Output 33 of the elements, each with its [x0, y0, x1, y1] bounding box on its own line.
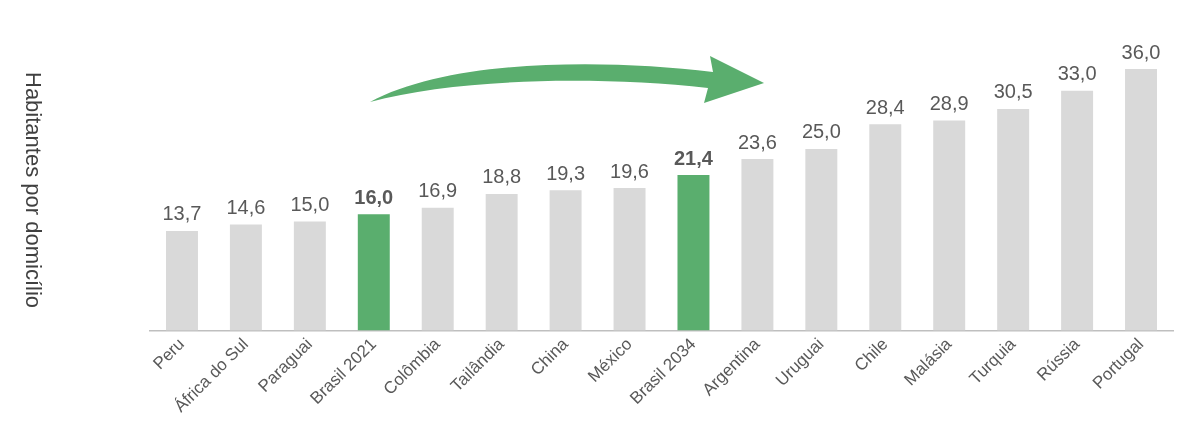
data-label: 19,6	[610, 159, 649, 182]
data-label: 16,9	[418, 179, 458, 202]
bar	[613, 188, 646, 331]
y-axis-title: Habitantes por domicílio	[20, 71, 46, 310]
data-label: 15,0	[290, 193, 330, 216]
data-label: 28,9	[929, 92, 969, 115]
bar	[229, 224, 262, 331]
bar	[293, 221, 326, 331]
bar	[421, 207, 454, 331]
bar	[485, 193, 518, 331]
data-label: 33,0	[1057, 62, 1097, 85]
bar	[165, 230, 198, 331]
bar	[805, 148, 838, 331]
data-label: 30,5	[993, 80, 1033, 103]
data-label: 25,0	[801, 120, 841, 143]
data-label: 16,0	[354, 185, 394, 208]
bar	[741, 159, 774, 331]
data-label: 28,4	[865, 95, 905, 118]
bar	[1125, 69, 1158, 331]
data-label: 23,6	[737, 130, 777, 153]
bar	[357, 214, 390, 331]
bar	[997, 108, 1030, 331]
data-label: 19,3	[546, 161, 586, 184]
bar	[869, 124, 902, 331]
bar	[933, 120, 966, 331]
data-label: 14,6	[226, 195, 266, 218]
bar	[1061, 90, 1094, 331]
data-label: 21,4	[674, 146, 714, 169]
bar	[677, 175, 710, 331]
data-label: 13,7	[162, 202, 202, 225]
data-label: 18,8	[482, 165, 522, 188]
bar	[549, 190, 582, 331]
data-label: 36,0	[1121, 40, 1161, 63]
